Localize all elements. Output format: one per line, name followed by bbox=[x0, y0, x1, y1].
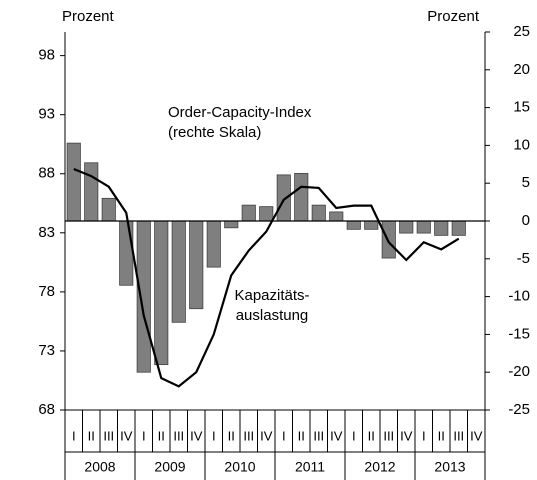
y-tick-label: 83 bbox=[38, 224, 55, 241]
x-tick-label: II bbox=[88, 428, 95, 443]
x-tick-label: II bbox=[228, 428, 235, 443]
bar bbox=[101, 197, 116, 222]
y2-axis-label: Prozent bbox=[427, 8, 480, 25]
bar bbox=[119, 220, 134, 286]
y2-tick-label: -20 bbox=[508, 363, 530, 380]
x-tick-label: III bbox=[103, 428, 114, 443]
bar bbox=[259, 206, 274, 222]
bar bbox=[294, 172, 309, 222]
bar bbox=[84, 162, 99, 222]
bar bbox=[364, 220, 379, 230]
y2-tick-label: -10 bbox=[508, 288, 530, 305]
x-tick-label: I bbox=[142, 428, 146, 443]
y2-tick-label: -15 bbox=[508, 325, 530, 342]
x-tick-label: II bbox=[368, 428, 375, 443]
y2-tick-label: 20 bbox=[513, 61, 530, 78]
annotation: Kapazitäts- bbox=[234, 287, 309, 304]
x-tick-label: I bbox=[352, 428, 356, 443]
bar bbox=[171, 220, 186, 323]
year-label: 2012 bbox=[364, 459, 395, 475]
year-label: 2008 bbox=[84, 459, 115, 475]
x-tick-label: I bbox=[422, 428, 426, 443]
year-label: 2013 bbox=[434, 459, 465, 475]
bar bbox=[136, 220, 151, 373]
x-tick-label: IV bbox=[330, 428, 343, 443]
bar bbox=[224, 220, 239, 229]
year-label: 2009 bbox=[154, 459, 185, 475]
x-tick-label: III bbox=[243, 428, 254, 443]
annotation: auslastung bbox=[236, 307, 309, 324]
bar bbox=[399, 220, 414, 234]
x-tick-label: I bbox=[282, 428, 286, 443]
x-tick-label: II bbox=[298, 428, 305, 443]
x-tick-label: IV bbox=[190, 428, 203, 443]
bar bbox=[241, 204, 256, 222]
bar bbox=[451, 220, 466, 236]
bar bbox=[329, 211, 344, 222]
bar bbox=[276, 174, 291, 222]
y-tick-label: 68 bbox=[38, 401, 55, 418]
x-tick-label: II bbox=[438, 428, 445, 443]
y-tick-label: 98 bbox=[38, 47, 55, 64]
y-tick-label: 78 bbox=[38, 283, 55, 300]
bar bbox=[311, 204, 326, 222]
y-tick-label: 88 bbox=[38, 165, 55, 182]
x-tick-label: II bbox=[158, 428, 165, 443]
year-label: 2011 bbox=[295, 459, 325, 475]
bar bbox=[416, 220, 431, 234]
y2-tick-label: 15 bbox=[513, 99, 530, 116]
bar bbox=[189, 220, 204, 310]
line bbox=[73, 168, 460, 388]
y-tick-label: 73 bbox=[38, 342, 55, 359]
y-tick-label: 93 bbox=[38, 106, 55, 123]
x-tick-label: III bbox=[173, 428, 184, 443]
bar bbox=[206, 220, 221, 268]
y2-tick-label: 25 bbox=[513, 23, 530, 40]
y2-tick-label: -25 bbox=[508, 401, 530, 418]
x-tick-label: I bbox=[72, 428, 76, 443]
year-label: 2010 bbox=[224, 459, 255, 475]
annotation: Order-Capacity-Index bbox=[168, 104, 312, 121]
x-tick-label: IV bbox=[260, 428, 273, 443]
bar bbox=[66, 142, 81, 222]
x-tick-label: III bbox=[383, 428, 394, 443]
bar bbox=[154, 220, 169, 366]
y2-tick-label: 10 bbox=[513, 136, 530, 153]
x-tick-label: I bbox=[212, 428, 216, 443]
y2-tick-label: -5 bbox=[517, 250, 530, 267]
bar bbox=[381, 220, 396, 259]
x-tick-label: III bbox=[313, 428, 324, 443]
y2-tick-label: 0 bbox=[522, 212, 530, 229]
bar bbox=[434, 220, 449, 236]
y2-tick-label: 5 bbox=[522, 174, 530, 191]
bar bbox=[346, 220, 361, 230]
x-tick-label: IV bbox=[400, 428, 413, 443]
x-tick-label: IV bbox=[120, 428, 133, 443]
x-tick-label: IV bbox=[470, 428, 483, 443]
annotation: (rechte Skala) bbox=[168, 124, 261, 141]
x-tick-label: III bbox=[453, 428, 464, 443]
y-axis-label: Prozent bbox=[62, 8, 115, 25]
